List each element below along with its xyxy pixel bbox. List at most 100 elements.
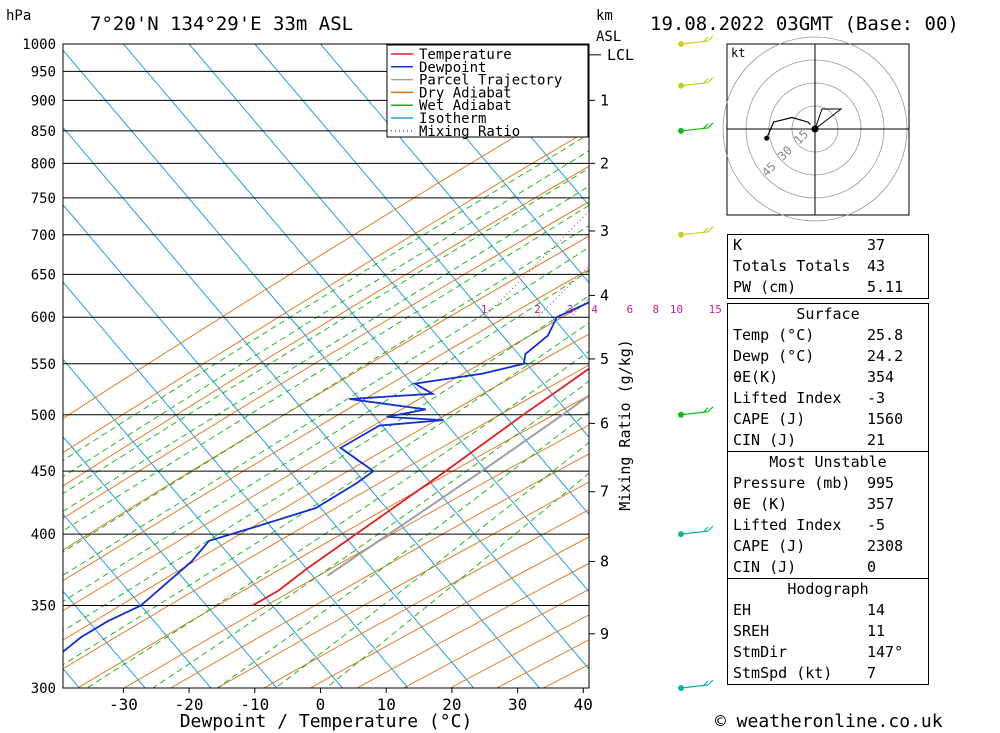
stat-value: 995 — [867, 474, 895, 492]
stat-value: 5.11 — [867, 278, 904, 296]
wind-barb — [680, 122, 714, 132]
mixing-ratio-label: 2 — [534, 303, 541, 316]
stat-row: CAPE (J) 2308 — [728, 536, 928, 557]
isotherm-line — [63, 435, 277, 688]
stat-value: 21 — [867, 431, 886, 449]
wet-adiabat-line — [275, 441, 589, 688]
pressure-tick-label: 600 — [31, 310, 56, 326]
asl-label: ASL — [596, 29, 621, 45]
stat-row-pw: PW (cm) 5.11 — [728, 277, 928, 298]
most-unstable-title: Most Unstable — [728, 451, 928, 473]
km-tick-label: 5 — [600, 350, 609, 368]
stat-label: Pressure (mb) — [733, 474, 851, 492]
dry-adiabat-line — [123, 424, 589, 688]
location-title: 7°20'N 134°29'E 33m ASL — [90, 13, 353, 35]
km-tick-label: 3 — [600, 222, 609, 240]
stat-label: Temp (°C) — [733, 326, 815, 344]
stat-value: 0 — [867, 558, 877, 576]
isotherm-line — [63, 49, 589, 670]
stat-label: Totals Totals — [733, 257, 851, 275]
wet-adiabat-line — [63, 150, 589, 478]
legend-entry-label: Wet Adiabat — [419, 98, 512, 114]
legend-entry-label: Dry Adiabat — [419, 85, 512, 101]
km-tick-label: 1 — [600, 91, 609, 109]
stat-value: 7 — [867, 664, 877, 682]
wind-barb — [680, 679, 714, 689]
stat-row: Pressure (mb) 995 — [728, 473, 928, 494]
stat-row: CIN (J) 0 — [728, 557, 928, 578]
wind-barb — [680, 406, 714, 416]
stat-label: CIN (J) — [733, 558, 797, 576]
isotherm-line — [63, 358, 343, 688]
x-tick-label: -20 — [175, 695, 204, 714]
stat-row: θE(K) 354 — [728, 367, 928, 388]
stat-row: SREH 11 — [728, 621, 928, 642]
stat-label: StmSpd (kt) — [733, 664, 833, 682]
isotherm-line — [385, 44, 589, 284]
stat-label: SREH — [733, 622, 770, 640]
x-tick-label: 20 — [442, 695, 461, 714]
x-tick-label: 0 — [316, 695, 326, 714]
stat-row: CIN (J) 21 — [728, 430, 928, 451]
stat-label: CIN (J) — [733, 431, 797, 449]
hodograph-title: Hodograph — [728, 578, 928, 600]
isotherm-line — [63, 126, 540, 688]
wet-adiabat-line — [63, 167, 589, 495]
mixing-ratio-label: 4 — [591, 303, 598, 316]
mixing-ratio-label: 15 — [709, 303, 722, 316]
km-tick-label: 6 — [600, 414, 609, 432]
wet-adiabat-line — [63, 270, 589, 602]
legend-entry-label: Dewpoint — [419, 60, 486, 76]
stat-label: θE(K) — [733, 368, 779, 386]
isotherm-line — [188, 44, 589, 516]
mixing-ratio-label: 10 — [670, 303, 683, 316]
indices-panel-surface: Surface Temp (°C) 25.8 Dewp (°C) 24.2 θE(K… — [727, 303, 929, 685]
isotherm-line — [0, 44, 14, 688]
stat-row: StmDir 147° — [728, 642, 928, 663]
stat-row: Lifted Index -5 — [728, 515, 928, 536]
wind-barb — [680, 226, 714, 236]
stat-value: 25.8 — [867, 326, 904, 344]
stat-value: 354 — [867, 368, 895, 386]
stat-row-totals: Totals Totals 43 — [728, 256, 928, 277]
wet-adiabat-line — [325, 472, 589, 688]
stat-label: EH — [733, 601, 752, 619]
stat-label: Dewp (°C) — [733, 347, 815, 365]
wind-barbs — [678, 35, 714, 691]
pressure-tick-label: 450 — [31, 464, 56, 480]
stat-value: 357 — [867, 495, 895, 513]
isotherm-line — [63, 281, 409, 688]
x-tick-label: 40 — [574, 695, 593, 714]
km-unit-label: km — [596, 8, 613, 24]
pressure-tick-label: 950 — [31, 64, 56, 80]
legend-entry-label: Parcel Trajectory — [419, 73, 562, 89]
stat-value: 43 — [867, 257, 886, 275]
wet-adiabat-line — [63, 185, 589, 513]
wind-barb — [680, 525, 714, 535]
stat-row: θE (K) 357 — [728, 494, 928, 515]
wet-adiabat-line — [86, 350, 589, 688]
stat-row: CAPE (J) 1560 — [728, 409, 928, 430]
stat-label: Lifted Index — [733, 389, 842, 407]
stat-label: Lifted Index — [733, 516, 842, 534]
wet-adiabat-line — [152, 380, 589, 688]
dry-adiabat-line — [63, 301, 589, 612]
x-tick-label: 10 — [377, 695, 396, 714]
dry-adiabat-line — [77, 394, 589, 688]
parcel-trajectory-line — [326, 394, 589, 577]
legend-entry-label: Isotherm — [419, 111, 486, 127]
pressure-tick-label: 700 — [31, 228, 56, 244]
pressure-tick-label: 900 — [31, 93, 56, 109]
stat-value: 37 — [867, 236, 886, 254]
pressure-tick-label: 650 — [31, 267, 56, 283]
pressure-tick-label: 850 — [31, 124, 56, 140]
km-tick-label: 8 — [600, 553, 609, 571]
stat-row: Dewp (°C) 24.2 — [728, 346, 928, 367]
isotherm-line — [254, 44, 589, 438]
credit-text: © weatheronline.co.uk — [715, 711, 943, 732]
x-tick-label: 30 — [508, 695, 527, 714]
pressure-tick-label: 300 — [31, 681, 56, 697]
